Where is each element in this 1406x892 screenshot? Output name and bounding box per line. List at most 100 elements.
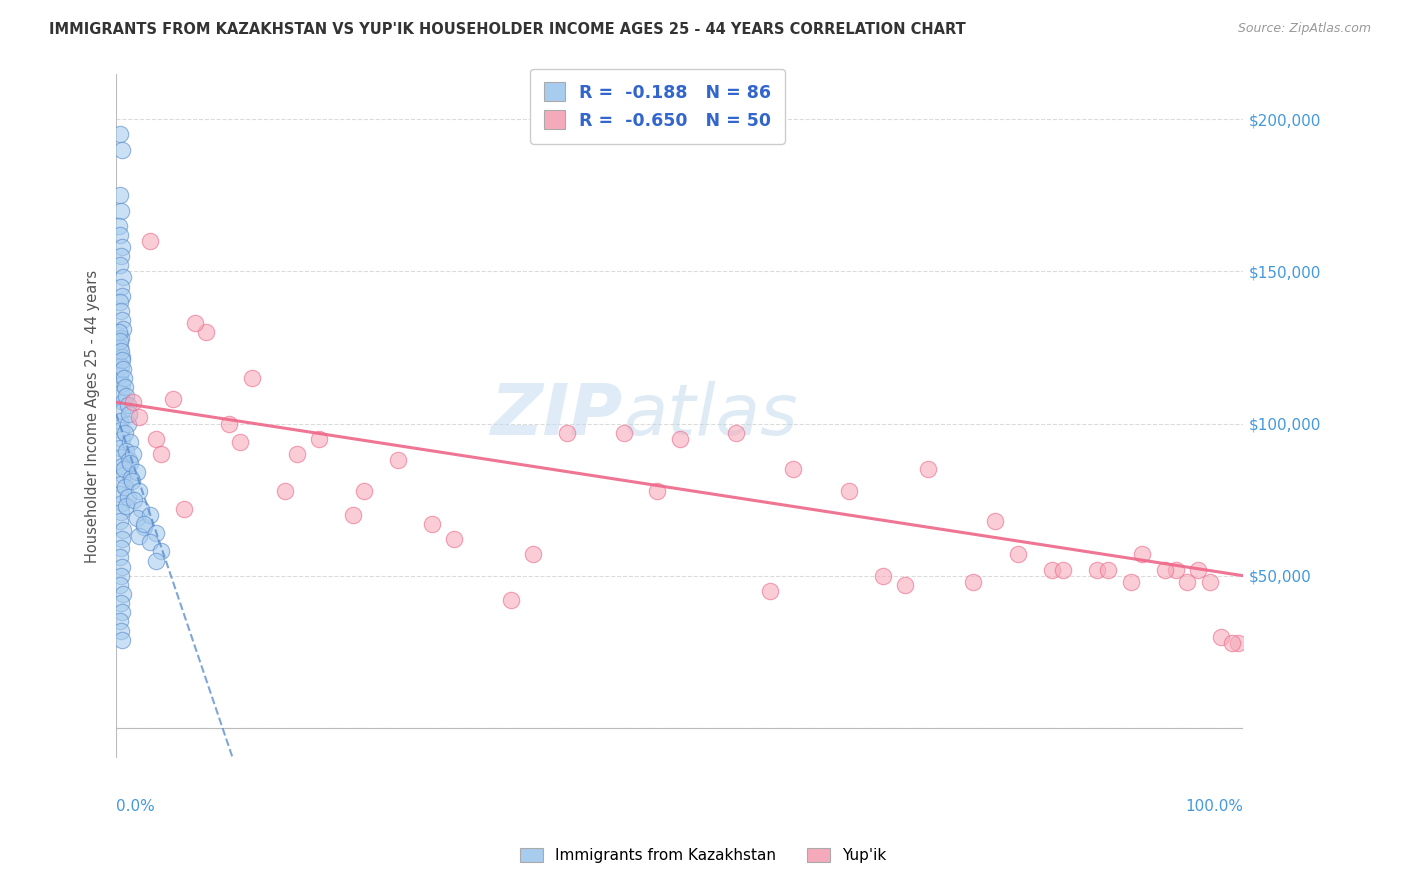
Point <box>555 425 578 440</box>
Point <box>114 380 136 394</box>
Point <box>134 520 156 534</box>
Point <box>112 587 135 601</box>
Point <box>150 447 173 461</box>
Point <box>162 392 184 407</box>
Text: 100.0%: 100.0% <box>1185 799 1243 814</box>
Point <box>118 456 141 470</box>
Point <box>112 371 135 385</box>
Point <box>612 425 634 440</box>
Point <box>218 417 240 431</box>
Point <box>145 526 167 541</box>
Point <box>108 334 131 349</box>
Point <box>1097 563 1119 577</box>
Point <box>110 343 132 358</box>
Point <box>108 258 131 272</box>
Point <box>111 605 134 619</box>
Point <box>108 227 131 242</box>
Point <box>122 395 145 409</box>
Point <box>110 624 132 638</box>
Point <box>110 304 132 318</box>
Point <box>1119 574 1142 589</box>
Point <box>128 410 150 425</box>
Point <box>110 359 132 373</box>
Point <box>112 395 135 409</box>
Point <box>108 615 131 629</box>
Point <box>1153 563 1175 577</box>
Point <box>353 483 375 498</box>
Point <box>108 441 131 455</box>
Point <box>1040 563 1063 577</box>
Point <box>173 501 195 516</box>
Point <box>112 523 135 537</box>
Point <box>117 417 139 431</box>
Point <box>145 432 167 446</box>
Point <box>110 596 132 610</box>
Point <box>124 492 146 507</box>
Point <box>125 511 148 525</box>
Point <box>342 508 364 522</box>
Point <box>120 471 142 485</box>
Point <box>111 289 134 303</box>
Point <box>115 444 138 458</box>
Point <box>108 368 131 382</box>
Point <box>122 447 145 461</box>
Point <box>1198 574 1220 589</box>
Point <box>984 514 1007 528</box>
Point <box>118 434 141 449</box>
Text: 0.0%: 0.0% <box>117 799 155 814</box>
Point <box>112 468 135 483</box>
Point <box>110 423 132 437</box>
Point <box>285 447 308 461</box>
Point <box>759 584 782 599</box>
Point <box>1052 563 1074 577</box>
Point <box>115 499 138 513</box>
Point <box>108 188 131 202</box>
Point <box>962 574 984 589</box>
Point <box>107 325 129 339</box>
Point <box>110 568 132 582</box>
Point <box>129 501 152 516</box>
Text: atlas: atlas <box>623 382 799 450</box>
Point <box>108 550 131 565</box>
Point <box>387 453 409 467</box>
Point <box>108 341 131 355</box>
Point <box>110 331 132 345</box>
Point <box>139 508 162 522</box>
Point <box>112 462 135 476</box>
Point <box>274 483 297 498</box>
Legend: R =  -0.188   N = 86, R =  -0.650   N = 50: R = -0.188 N = 86, R = -0.650 N = 50 <box>530 69 785 144</box>
Legend: Immigrants from Kazakhstan, Yup'ik: Immigrants from Kazakhstan, Yup'ik <box>512 840 894 871</box>
Point <box>111 632 134 647</box>
Point <box>110 249 132 263</box>
Point <box>1130 548 1153 562</box>
Point <box>115 389 138 403</box>
Point <box>111 143 134 157</box>
Point <box>110 450 132 464</box>
Point <box>108 578 131 592</box>
Point <box>184 316 207 330</box>
Point <box>872 568 894 582</box>
Point <box>240 371 263 385</box>
Point <box>725 425 748 440</box>
Point <box>125 465 148 479</box>
Point <box>894 578 917 592</box>
Text: ZIP: ZIP <box>491 382 623 450</box>
Point <box>117 398 139 412</box>
Point <box>110 477 132 491</box>
Point <box>420 516 443 531</box>
Point <box>111 404 134 418</box>
Point <box>111 533 134 547</box>
Point <box>108 294 131 309</box>
Point <box>195 325 218 339</box>
Point <box>110 541 132 556</box>
Point <box>110 279 132 293</box>
Point <box>110 386 132 401</box>
Point <box>108 413 131 427</box>
Point <box>782 462 804 476</box>
Point <box>443 533 465 547</box>
Point <box>308 432 330 446</box>
Point <box>108 486 131 500</box>
Point <box>1007 548 1029 562</box>
Point <box>838 483 860 498</box>
Point <box>114 481 136 495</box>
